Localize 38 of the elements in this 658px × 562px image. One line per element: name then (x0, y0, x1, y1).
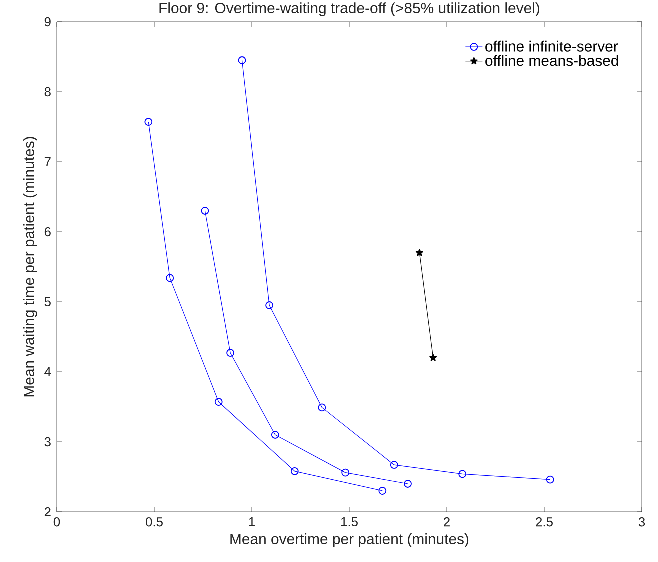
point (342, 468, 350, 477)
legend-label: offline infinite-server (486, 40, 618, 52)
point (214, 398, 223, 406)
point (378, 487, 387, 495)
point (318, 404, 326, 412)
point (416, 249, 424, 256)
legend-label: offline means-based (486, 55, 618, 66)
y-tick-label: 9 (44, 17, 51, 27)
point (458, 470, 467, 478)
y-tick-label: 6 (44, 227, 51, 237)
y-tick-label: 3 (44, 437, 51, 447)
point (144, 118, 153, 126)
y-tick-label: 5 (44, 297, 51, 307)
y-tick-label: 7 (44, 158, 51, 166)
y-axis-title: Mean waiting time per patient (minutes) (24, 137, 38, 397)
y-tick-label: 8 (44, 87, 51, 97)
point (390, 461, 398, 470)
y-tick-label: 4 (44, 368, 52, 376)
chart-title: Floor 9: Overtime-waiting trade-off (>85% utilization level) (160, 2, 540, 16)
x-tick-label: 2 (444, 518, 450, 527)
point (271, 431, 280, 439)
point (290, 467, 299, 476)
y-tick-label: 2 (44, 507, 51, 517)
point (430, 354, 438, 362)
point (266, 302, 274, 310)
x-tick-label: 0.5 (146, 518, 163, 527)
point (226, 349, 234, 358)
x-tick-label: 1.5 (341, 518, 358, 527)
point (166, 274, 174, 282)
point (546, 476, 554, 484)
x-tick-label: 2.5 (536, 518, 553, 527)
x-tick-label: 0 (54, 518, 60, 527)
x-axis-title: Mean overtime per patient (minutes) (230, 534, 469, 548)
point (201, 207, 210, 215)
point (404, 480, 412, 488)
x-tick-label: 3 (638, 518, 646, 527)
point (238, 56, 246, 64)
x-tick-label: 1 (249, 518, 255, 526)
